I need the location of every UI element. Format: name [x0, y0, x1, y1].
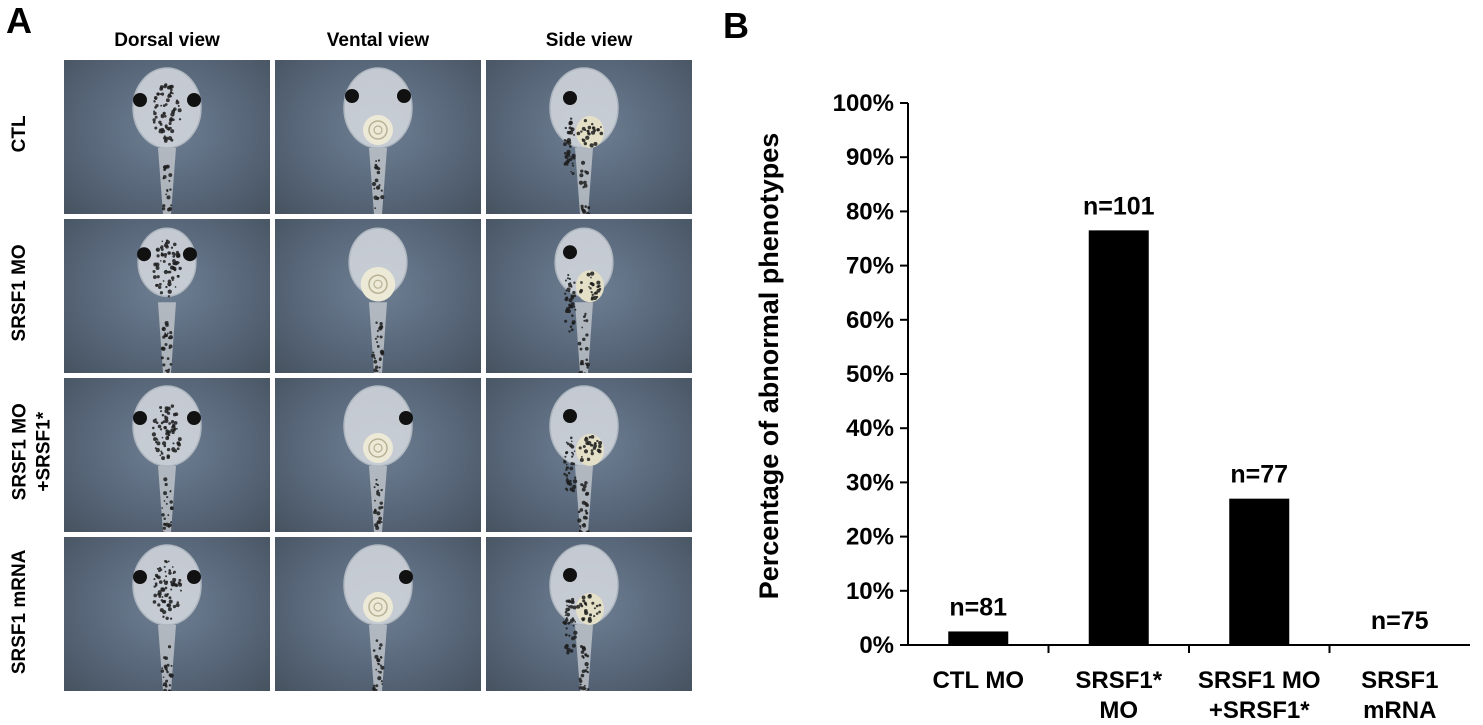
y-tick-label: 100% — [833, 90, 894, 117]
y-tick-label: 60% — [846, 307, 894, 334]
bar-1 — [948, 631, 1009, 645]
y-tick-label: 40% — [846, 415, 894, 442]
panel-a-letter: A — [6, 0, 32, 41]
embryo-photo-ctl-side — [486, 60, 692, 214]
embryo-photo-srsf1-mo-rescue-dorsal — [64, 378, 270, 532]
tadpole-illustration — [132, 385, 202, 532]
bar-3 — [1229, 498, 1290, 645]
embryo-photo-srsf1-mo-dorsal — [64, 219, 270, 373]
y-tick-label: 10% — [846, 578, 894, 605]
y-axis-label: Percentage of abnormal phenotypes — [754, 133, 784, 600]
x-tick-label: CTL MO — [932, 667, 1024, 694]
y-tick-label: 20% — [846, 524, 894, 551]
tadpole-illustration — [343, 544, 413, 691]
x-tick-label: SRSF1 MO — [1198, 667, 1321, 694]
tadpole-illustration — [549, 544, 619, 691]
x-tick-label: mRNA — [1363, 697, 1436, 724]
tadpole-illustration — [343, 385, 413, 532]
y-tick-label: 50% — [846, 361, 894, 388]
y-tick-label: 30% — [846, 469, 894, 496]
tadpole-illustration — [549, 67, 619, 214]
column-header-side: Side view — [545, 30, 633, 51]
x-tick-label: +SRSF1* — [1209, 697, 1310, 724]
y-tick-label: 70% — [846, 253, 894, 280]
data-label: n=77 — [1230, 461, 1288, 489]
tadpole-illustration — [132, 544, 202, 691]
tadpole-illustration — [549, 385, 619, 532]
embryo-photo-srsf1-mo-ventral — [275, 219, 481, 373]
y-tick-label: 90% — [846, 144, 894, 171]
embryo-photo-srsf1-mrna-ventral — [275, 537, 481, 691]
embryo-photo-srsf1-mo-side — [486, 219, 692, 373]
tadpole-illustration — [137, 227, 197, 373]
y-tick-label: 80% — [846, 198, 894, 225]
column-header-ventral: Vental view — [326, 30, 430, 51]
bar-2 — [1088, 230, 1149, 645]
embryo-photo-srsf1-mrna-side — [486, 537, 692, 691]
data-label: n=81 — [949, 593, 1007, 621]
column-header-dorsal: Dorsal view — [114, 30, 220, 51]
embryo-photo-ctl-dorsal — [64, 60, 270, 214]
y-tick-label: 0% — [859, 632, 894, 659]
tadpole-illustration — [348, 227, 408, 373]
x-tick-label: MO — [1099, 697, 1138, 724]
panel-b-letter: B — [723, 5, 749, 46]
embryo-photo-ctl-ventral — [275, 60, 481, 214]
embryo-photo-srsf1-mo-rescue-side — [486, 378, 692, 532]
tadpole-illustration — [554, 227, 614, 373]
embryo-photo-srsf1-mrna-dorsal — [64, 537, 270, 691]
x-tick-label: SRSF1 — [1361, 667, 1438, 694]
data-label: n=101 — [1083, 192, 1155, 220]
x-tick-label: SRSF1* — [1075, 667, 1162, 694]
tadpole-illustration — [343, 67, 413, 214]
tadpole-illustration — [132, 67, 202, 214]
data-label: n=75 — [1371, 607, 1429, 635]
embryo-photo-srsf1-mo-rescue-ventral — [275, 378, 481, 532]
